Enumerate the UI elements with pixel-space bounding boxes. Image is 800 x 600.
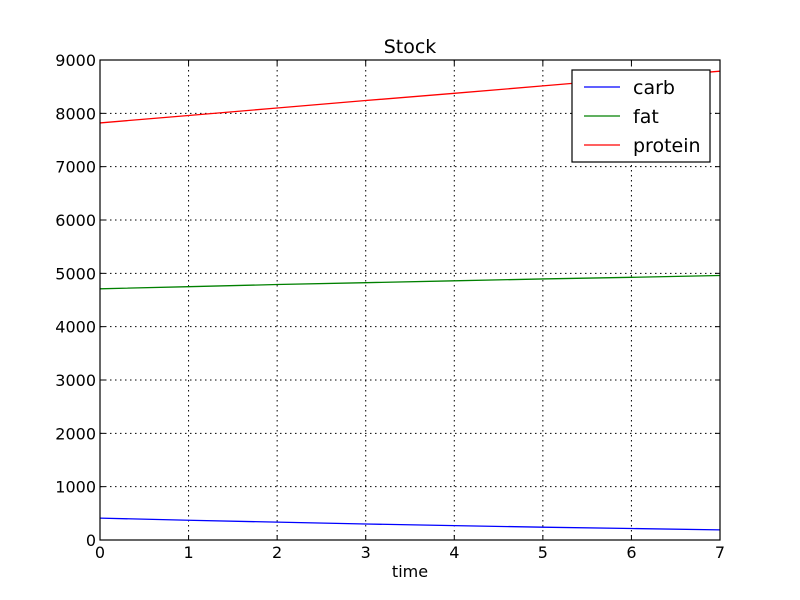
x-tick-label: 2 (272, 543, 282, 562)
y-tick-label: 5000 (55, 264, 96, 283)
legend-box (571, 69, 711, 163)
x-tick-label: 1 (183, 543, 193, 562)
legend-label-fat: fat (633, 106, 659, 128)
legend-label-carb: carb (633, 77, 675, 99)
x-tick-label: 4 (449, 543, 459, 562)
x-tick-label: 6 (626, 543, 636, 562)
x-tick-label: 3 (361, 543, 371, 562)
x-tick-label: 0 (95, 543, 105, 562)
y-tick-label: 9000 (55, 51, 96, 70)
series-line-fat (99, 274, 721, 290)
legend: carb fat protein (571, 69, 711, 163)
y-tick-label: 4000 (55, 318, 96, 337)
x-tick-label: 5 (538, 543, 548, 562)
y-tick-label: 3000 (55, 371, 96, 390)
legend-label-protein: protein (633, 135, 701, 157)
axis-ticks: 0 1 2 3 4 5 6 7 0 1000 2000 3000 4000 5000 6000 7000 800… (55, 51, 725, 562)
x-tick-label: 7 (715, 543, 725, 562)
series-line-carb (99, 517, 721, 531)
y-tick-label: 0 (86, 531, 96, 550)
y-tick-label: 7000 (55, 158, 96, 177)
y-tick-label: 8000 (55, 104, 96, 123)
chart-title: Stock (384, 36, 437, 58)
x-axis-label: time (392, 562, 428, 581)
y-tick-label: 2000 (55, 424, 96, 443)
y-tick-label: 1000 (55, 478, 96, 497)
plot-frame (99, 59, 721, 541)
y-tick-label: 6000 (55, 211, 96, 230)
legend-items: carb fat protein (584, 77, 701, 157)
